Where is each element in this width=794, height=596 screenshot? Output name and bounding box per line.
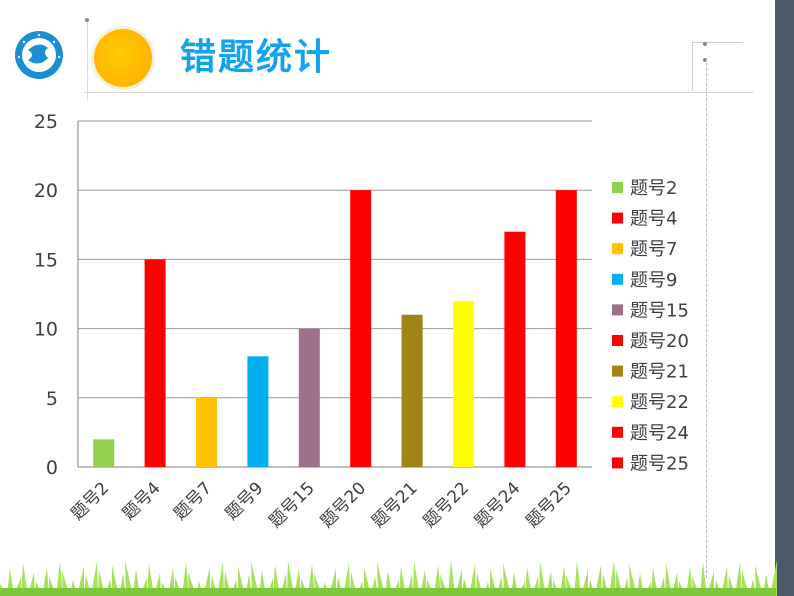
x-tick-label: 题号25 [522, 478, 575, 531]
decor-dot [85, 18, 89, 22]
decor-line [87, 20, 88, 100]
y-tick-label: 15 [34, 249, 58, 271]
y-tick-label: 10 [34, 319, 58, 341]
legend-label: 题号22 [630, 392, 689, 413]
legend-swatch [612, 365, 623, 377]
legend-label: 题号9 [630, 270, 677, 291]
x-tick-label: 题号15 [265, 478, 318, 531]
legend-swatch [612, 304, 623, 316]
bar [555, 190, 577, 467]
x-tick-label: 题号9 [222, 478, 268, 524]
bar [350, 190, 372, 467]
legend-swatch [612, 426, 623, 438]
x-tick-label: 题号7 [170, 478, 216, 524]
legend-label: 题号25 [630, 453, 689, 474]
x-tick-label: 题号22 [420, 478, 473, 531]
y-tick-label: 5 [46, 388, 58, 410]
legend-label: 题号20 [630, 331, 689, 352]
legend-swatch [612, 335, 623, 346]
decor-bracket [692, 42, 743, 91]
bar [196, 397, 217, 467]
x-tick-label: 题号20 [317, 478, 370, 531]
legend-label: 题号2 [630, 178, 677, 199]
bar [453, 300, 474, 467]
legend-swatch [612, 457, 623, 469]
page-title: 错题统计 [180, 37, 333, 78]
x-tick-label: 题号2 [67, 478, 113, 524]
legend-swatch [612, 396, 623, 408]
bar [247, 356, 269, 467]
decor-dot [703, 58, 707, 62]
legend-label: 题号7 [630, 239, 677, 260]
legend-label: 题号21 [630, 362, 689, 383]
legend-label: 题号24 [630, 423, 689, 444]
legend-swatch [612, 212, 623, 224]
right-side-band [775, 0, 794, 596]
bar [93, 439, 115, 467]
bar [144, 259, 166, 467]
grass-blades [0, 560, 777, 596]
bar [504, 231, 526, 467]
school-logo-icon [15, 31, 63, 79]
y-tick-label: 20 [34, 180, 58, 202]
x-tick-label: 题号4 [119, 478, 165, 524]
x-tick-label: 题号24 [471, 478, 524, 531]
y-tick-label: 0 [46, 457, 58, 479]
x-tick-label: 题号21 [368, 478, 421, 531]
grass-base [0, 588, 776, 596]
bar [401, 314, 423, 467]
legend-label: 题号4 [630, 209, 677, 230]
legend-swatch [612, 182, 623, 193]
sun-icon [94, 29, 152, 87]
legend-swatch [612, 273, 623, 285]
legend-label: 题号15 [630, 300, 689, 321]
decor-dot [703, 42, 707, 46]
legend-swatch [612, 243, 623, 255]
grass-decoration [0, 560, 777, 596]
y-tick-label: 25 [34, 111, 58, 133]
decor-dashed-line [706, 58, 707, 578]
header-divider [84, 92, 754, 93]
bar [298, 328, 320, 467]
